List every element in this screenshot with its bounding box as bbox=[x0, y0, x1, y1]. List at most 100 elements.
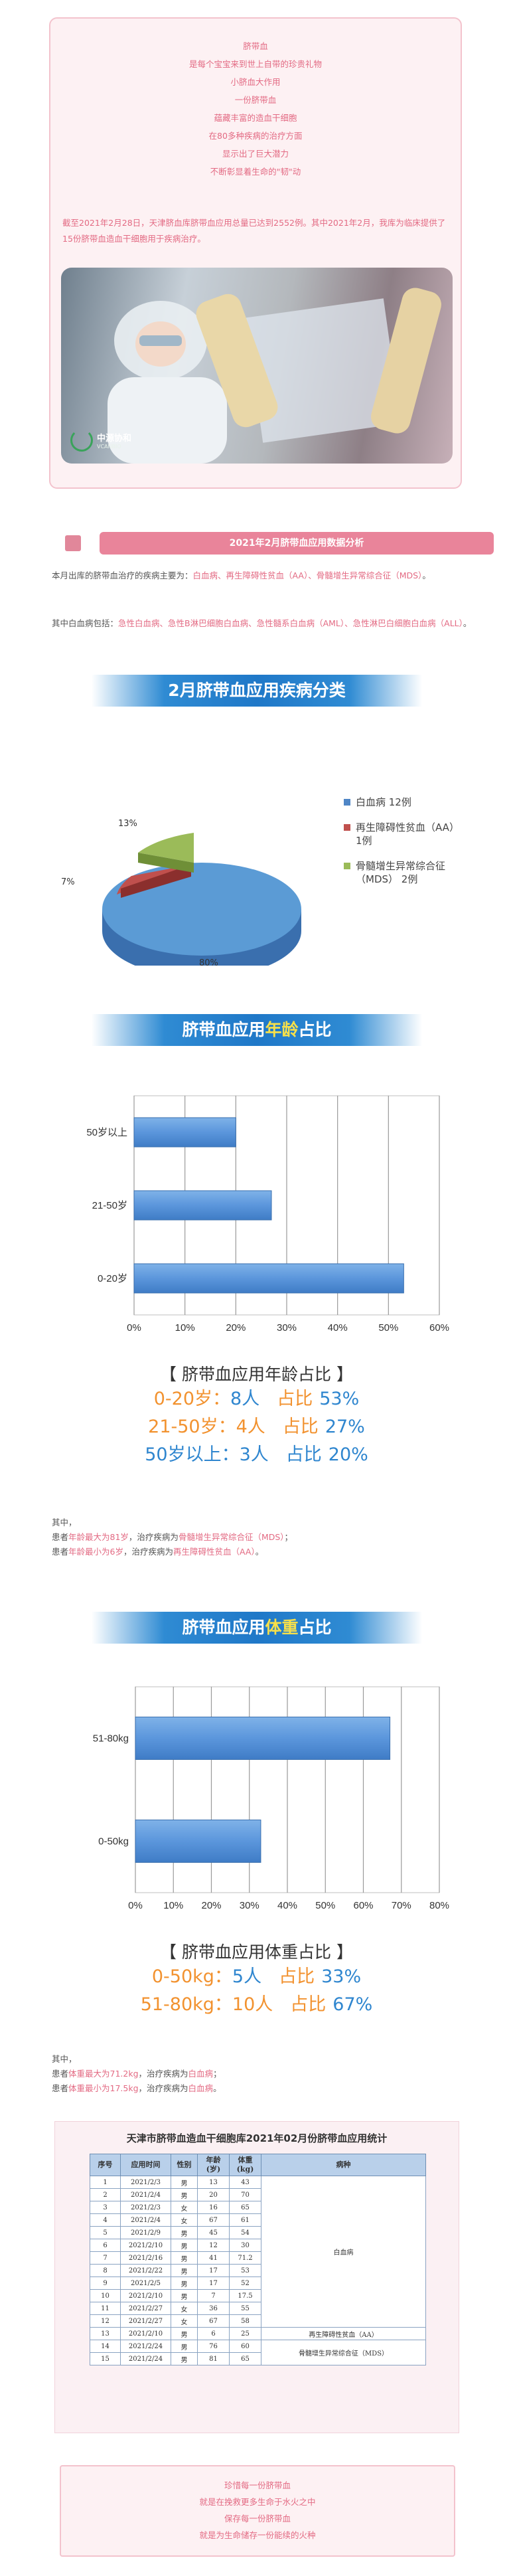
weight-note-3d: 白血病 bbox=[188, 2083, 214, 2093]
poem-line: 脐带血 bbox=[243, 41, 268, 51]
pie-label-leukemia: 80% bbox=[199, 958, 218, 966]
weight-note: 其中， 患者体重最大为71.2kg，治疗疾病为白血病； 患者体重最小为17.5k… bbox=[52, 2052, 498, 2096]
logo-name: 中源协和 bbox=[97, 434, 132, 444]
table-cell: 2021/2/16 bbox=[120, 2251, 171, 2265]
table-cell: 2021/2/5 bbox=[120, 2276, 171, 2290]
table-cell: 81 bbox=[197, 2352, 230, 2365]
table-cell: 8 bbox=[90, 2264, 121, 2277]
table-cell: 女 bbox=[171, 2201, 198, 2214]
disease-cell: 再生障碍性贫血（AA） bbox=[261, 2327, 426, 2340]
stat-row: 51-80kg：10人 占比 67% bbox=[0, 1991, 513, 2019]
table-row: 10 2021/2/10 男 7 17.5 bbox=[90, 2289, 426, 2302]
x-tick-label: 10% bbox=[163, 1900, 183, 1911]
stat-label: 0-20岁： bbox=[153, 1389, 231, 1409]
legend-item: 骨髓增生异常综合征 （MDS） 2例 bbox=[344, 859, 503, 886]
table-cell: 2021/2/24 bbox=[120, 2352, 171, 2365]
disease-pie-chart: 80% 7% 13% bbox=[52, 746, 330, 978]
weight-note-2c: ，治疗疾病为 bbox=[138, 2069, 188, 2079]
table-cell: 25 bbox=[229, 2327, 261, 2340]
age-chart-banner: 脐带血应用年龄占比 bbox=[92, 1014, 422, 1046]
x-tick-label: 40% bbox=[277, 1900, 297, 1911]
table-cell: 6 bbox=[90, 2239, 121, 2252]
poem-line: 一份脐带血 bbox=[234, 95, 277, 105]
weight-note-3b: 体重最小为17.5kg bbox=[68, 2083, 139, 2093]
weight-banner-pre: 脐带血应用 bbox=[182, 1618, 265, 1637]
weight-note-2a: 患者 bbox=[52, 2069, 69, 2079]
table-cell: 1 bbox=[90, 2176, 121, 2189]
weight-stats-block: 【 脐带血应用体重占比 】 0-50kg：5人 占比 33% 51-80kg：10人占… bbox=[0, 1939, 513, 2019]
stat-n: 10人 bbox=[232, 1994, 273, 2015]
legend-swatch bbox=[344, 824, 350, 831]
table-cell: 4 bbox=[90, 2213, 121, 2227]
table-cell: 13 bbox=[197, 2176, 230, 2189]
poem-line: 是每个宝宝来到世上自带的珍贵礼物 bbox=[188, 59, 322, 69]
legend-swatch bbox=[344, 799, 350, 806]
table-cell: 女 bbox=[171, 2213, 198, 2227]
age-note-3d: 再生障碍性贫血（AA） bbox=[173, 1547, 256, 1557]
table-cell: 2021/2/10 bbox=[120, 2327, 171, 2340]
application-table: 序号 应用时间 性别 年龄 (岁) 体重 (kg) 病种 1 2021/2/3 男 13 43 白血… bbox=[90, 2154, 426, 2365]
age-note-2e: ； bbox=[284, 1532, 293, 1542]
table-cell: 15 bbox=[90, 2352, 121, 2365]
table-cell: 女 bbox=[171, 2302, 198, 2315]
section-marker bbox=[65, 535, 81, 551]
table-cell: 7 bbox=[90, 2251, 121, 2265]
table-cell: 2021/2/10 bbox=[120, 2289, 171, 2302]
age-banner-highlight: 年龄 bbox=[265, 1020, 299, 1039]
poem-line: 显示出了巨大潜力 bbox=[222, 149, 289, 159]
age-note-2a: 患者 bbox=[52, 1532, 69, 1542]
table-cell: 男 bbox=[171, 2276, 198, 2290]
table-cell: 71.2 bbox=[229, 2251, 261, 2265]
table-row: 9 2021/2/5 男 17 52 bbox=[90, 2276, 426, 2290]
closing-line: 保存每一份脐带血 bbox=[224, 2514, 291, 2524]
table-cell: 70 bbox=[229, 2188, 261, 2201]
bar bbox=[135, 1820, 261, 1863]
stat-share: 占比 bbox=[282, 1417, 319, 1437]
age-note-3c: ，治疗疾病为 bbox=[123, 1547, 173, 1557]
table-cell: 20 bbox=[197, 2188, 230, 2201]
age-note-3b: 年龄最小为6岁 bbox=[68, 1547, 123, 1557]
table-cell: 2021/2/3 bbox=[120, 2201, 171, 2214]
x-tick-label: 80% bbox=[429, 1900, 449, 1911]
age-note-line2: 患者年龄最大为81岁，治疗疾病为骨髓增生异常综合征（MDS）； bbox=[52, 1530, 498, 1545]
table-cell: 14 bbox=[90, 2340, 121, 2353]
table-cell: 女 bbox=[171, 2314, 198, 2328]
stat-row: 0-20岁：8人 占比 53% bbox=[0, 1385, 513, 1413]
table-cell: 65 bbox=[229, 2201, 261, 2214]
age-bar-chart: 0% 10% 20% 30% 40% 50% 60% 50岁以上 21-50岁 0-20岁 bbox=[86, 1095, 449, 1333]
leukemia-suffix: 。 bbox=[463, 618, 472, 628]
brand-logo: 中源协和 VCANBIO bbox=[70, 429, 131, 452]
legend-label: 白血病 12例 bbox=[356, 796, 411, 808]
table-row: 13 2021/2/10 男 6 25 再生障碍性贫血（AA） bbox=[90, 2327, 426, 2340]
disease-cell: 白血病 bbox=[261, 2176, 426, 2328]
logo-sub: VCANBIO bbox=[97, 444, 121, 450]
stat-label: 51-80kg： bbox=[140, 1994, 232, 2015]
table-cell: 男 bbox=[171, 2264, 198, 2277]
intro-text: 截至2021年2月28日，天津脐血库脐带血应用总量已达到2552例。其中2021… bbox=[62, 218, 446, 244]
table-row: 11 2021/2/27 女 36 55 bbox=[90, 2302, 426, 2315]
weight-note-3c: ，治疗疾病为 bbox=[138, 2083, 188, 2093]
x-tick-label: 10% bbox=[175, 1322, 195, 1333]
bar bbox=[133, 1117, 236, 1148]
table-cell: 2021/2/27 bbox=[120, 2314, 171, 2328]
x-tick-label: 30% bbox=[240, 1900, 259, 1911]
stat-pct: 20% bbox=[328, 1444, 368, 1465]
stat-label: 21-50岁： bbox=[148, 1417, 236, 1437]
age-stats-title: 【 脐带血应用年龄占比 】 bbox=[160, 1365, 353, 1384]
x-tick-label: 70% bbox=[392, 1900, 411, 1911]
table-cell: 36 bbox=[197, 2302, 230, 2315]
table-header: 应用时间 bbox=[120, 2154, 171, 2176]
closing-line: 就是为生命储存一份能续的火种 bbox=[199, 2530, 316, 2540]
table-cell: 45 bbox=[197, 2226, 230, 2239]
legend-swatch bbox=[344, 863, 350, 869]
table-cell: 13 bbox=[90, 2327, 121, 2340]
table-cell: 男 bbox=[171, 2352, 198, 2365]
stat-share: 占比 bbox=[290, 1994, 327, 2015]
table-cell: 男 bbox=[171, 2188, 198, 2201]
weight-note-3e: 。 bbox=[213, 2083, 222, 2093]
table-cell: 9 bbox=[90, 2276, 121, 2290]
age-note-2d: 骨髓增生异常综合征（MDS） bbox=[178, 1532, 285, 1542]
table-header: 病种 bbox=[261, 2154, 426, 2176]
weight-banner-highlight: 体重 bbox=[265, 1618, 299, 1637]
pie-svg: 80% 7% 13% bbox=[61, 819, 301, 978]
